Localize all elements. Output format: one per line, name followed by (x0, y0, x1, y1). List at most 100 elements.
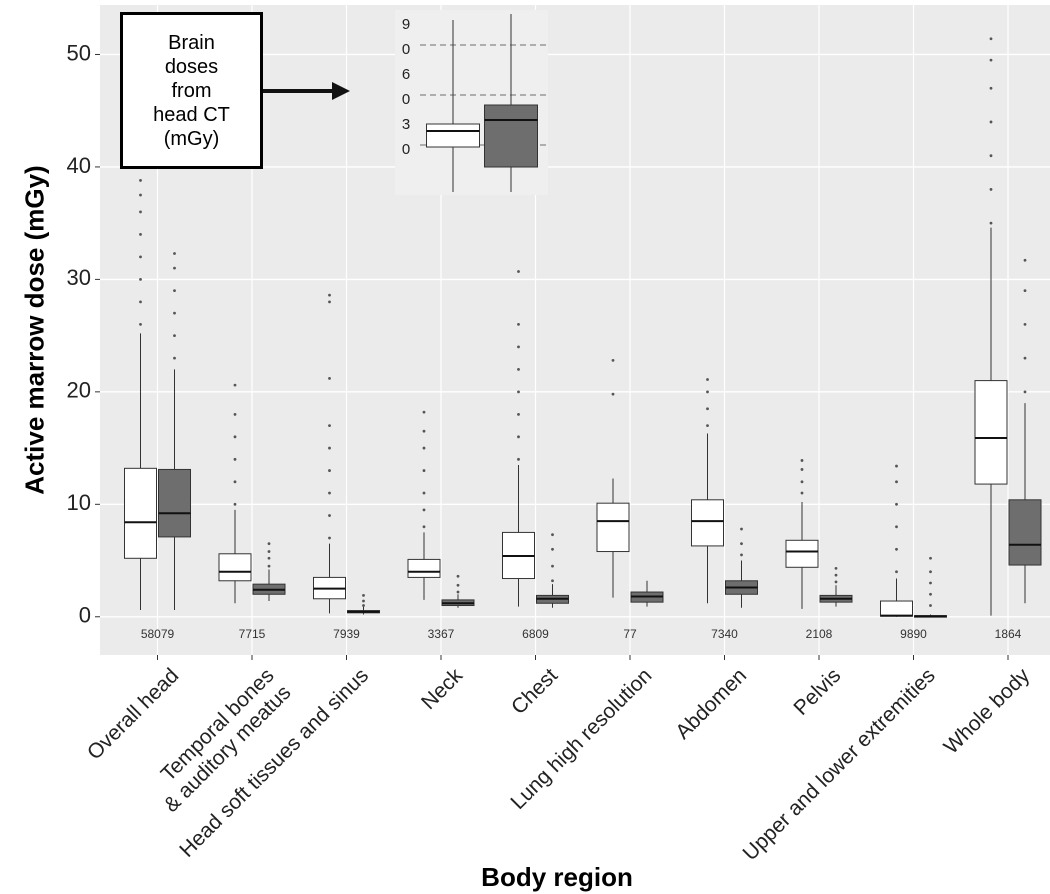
outlier (139, 277, 142, 281)
outlier (233, 480, 237, 484)
outlier (1023, 258, 1027, 262)
outlier (517, 390, 520, 394)
outlier (362, 599, 365, 603)
outlier (139, 179, 142, 182)
outlier (517, 367, 520, 371)
outlier (989, 154, 993, 158)
outlier (517, 412, 520, 416)
outlier (929, 570, 932, 574)
outlier (895, 464, 898, 468)
outlier (834, 573, 838, 577)
outlier (1023, 390, 1027, 394)
box (785, 539, 819, 568)
outlier (1023, 289, 1027, 293)
outlier (740, 542, 743, 546)
outlier (267, 550, 271, 553)
outlier (1023, 322, 1027, 326)
y-axis-title: Active marrow dose (mGy) (19, 165, 50, 495)
outlier (362, 593, 365, 597)
outlier (328, 376, 331, 380)
outlier (834, 567, 838, 570)
box (124, 467, 157, 559)
outlier (233, 383, 237, 387)
box (1008, 499, 1042, 566)
outlier (895, 480, 898, 484)
outlier (706, 378, 709, 381)
inset-y-tick-label: 30 (398, 116, 415, 166)
outlier (834, 580, 838, 584)
annotation: Brain doses from head CT (mGy) (120, 12, 263, 169)
outlier (267, 556, 271, 560)
count-label: 9890 (900, 627, 927, 641)
y-tick-label: 30 (67, 265, 91, 290)
outlier (328, 536, 331, 540)
outlier (233, 435, 237, 439)
y-tick-label: 50 (67, 40, 91, 65)
outlier (989, 58, 993, 62)
outlier (800, 468, 804, 471)
outlier (422, 446, 426, 450)
count-label: 58079 (141, 627, 175, 641)
outlier (929, 556, 932, 560)
outlier (800, 491, 804, 495)
box (484, 104, 538, 168)
outlier (328, 491, 331, 495)
outlier (517, 435, 520, 439)
y-tick-label: 10 (67, 490, 91, 515)
x-axis-title: Body region (481, 862, 633, 892)
y-tick-label: 40 (67, 153, 91, 178)
box (974, 380, 1008, 485)
outlier (517, 457, 520, 461)
outlier (139, 322, 142, 326)
outlier (328, 469, 331, 472)
outlier (233, 502, 237, 506)
outlier (267, 542, 271, 546)
outlier (422, 525, 426, 529)
outlier (139, 255, 142, 259)
outlier (740, 527, 743, 531)
outlier (328, 446, 331, 450)
outlier (517, 322, 520, 326)
box (218, 553, 252, 582)
outlier (422, 469, 426, 472)
count-label: 7715 (239, 627, 266, 641)
outlier (551, 579, 554, 583)
count-label: 1864 (995, 627, 1022, 641)
outlier (139, 300, 142, 304)
outlier (328, 514, 331, 517)
arrow-head (332, 82, 350, 100)
outlier (173, 334, 176, 338)
outlier (233, 412, 237, 416)
outlier (422, 429, 426, 433)
outlier (989, 221, 993, 225)
outlier (706, 424, 709, 427)
box (426, 123, 480, 148)
outlier (611, 392, 615, 396)
outlier (551, 547, 554, 551)
y-tick-label: 0 (79, 603, 91, 628)
outlier (328, 300, 331, 304)
outlier (895, 525, 898, 529)
outlier (989, 37, 993, 41)
y-tick-label: 20 (67, 378, 91, 403)
outlier (173, 266, 176, 270)
count-label: 2108 (806, 627, 833, 641)
outlier (800, 480, 804, 484)
count-label: 7939 (333, 627, 360, 641)
outlier (895, 570, 898, 574)
count-label: 7340 (711, 627, 738, 641)
outlier (989, 188, 993, 191)
box (691, 499, 724, 547)
outlier (517, 270, 520, 273)
outlier (328, 293, 331, 297)
outlier (139, 233, 142, 236)
outlier (551, 564, 554, 568)
outlier (611, 358, 615, 362)
outlier (895, 502, 898, 506)
outlier (173, 356, 176, 360)
outlier (328, 424, 331, 427)
outlier (362, 604, 365, 607)
outlier (740, 553, 743, 557)
